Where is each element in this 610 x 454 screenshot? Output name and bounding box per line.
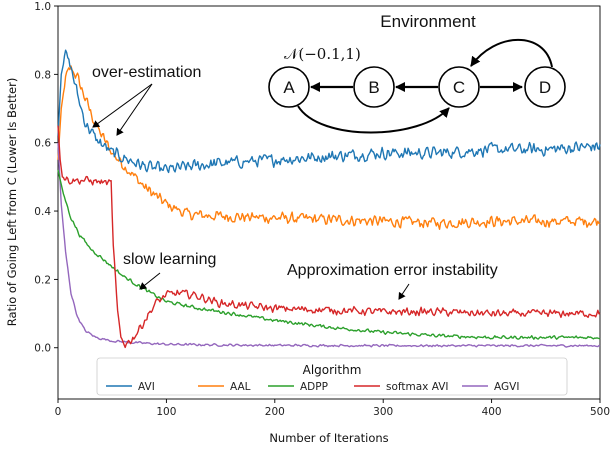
- x-tick-label: 300: [373, 406, 393, 418]
- node-b-label: B: [368, 78, 379, 97]
- edge-a-to-c: [297, 105, 450, 134]
- y-tick-label: 0.8: [34, 69, 51, 81]
- series-line-agvi: [57, 142, 601, 348]
- y-tick-label: 1.0: [34, 1, 51, 13]
- legend-entry-label: AAL: [230, 381, 251, 393]
- y-axis: 0.0 0.2 0.4 0.6 0.8 1.0: [34, 1, 58, 355]
- node-a-label: A: [283, 78, 295, 97]
- node-c: [438, 66, 480, 108]
- legend-entry-label: ADPP: [300, 381, 328, 393]
- edge-d-to-c: [470, 38, 553, 68]
- node-c-label: C: [453, 78, 465, 97]
- annotation-arrow-right: [116, 83, 153, 136]
- node-a: [268, 66, 310, 108]
- series-line-softmax-avi: [57, 125, 601, 349]
- x-axis: 0 100 200 300 400 500: [55, 399, 610, 418]
- annotation-over-estimation: over-estimation: [92, 64, 201, 81]
- annotation-arrow-approx: [398, 283, 410, 300]
- environment-inset: Environment 𝒩(−0.1,1) A B C D: [268, 12, 566, 134]
- environment-distribution: 𝒩(−0.1,1): [284, 45, 361, 63]
- y-tick-label: 0.0: [34, 343, 51, 355]
- x-tick-label: 100: [156, 406, 176, 418]
- y-tick-label: 0.2: [34, 274, 51, 286]
- series-line-avi: [57, 49, 601, 174]
- legend-entry-label: AGVI: [494, 381, 519, 393]
- annotation-slow-learning: slow learning: [123, 251, 216, 268]
- x-axis-label: Number of Iterations: [269, 431, 388, 445]
- x-tick-label: 0: [55, 406, 62, 418]
- x-tick-label: 400: [482, 406, 502, 418]
- node-b: [353, 66, 395, 108]
- y-tick-label: 0.6: [34, 138, 51, 150]
- legend: Algorithm AVI AAL ADPP softmax AVI AGVI: [96, 357, 568, 396]
- annotation-approx-error: Approximation error instability: [287, 262, 498, 279]
- x-tick-label: 200: [265, 406, 285, 418]
- environment-title: Environment: [380, 12, 476, 31]
- node-d: [524, 66, 566, 108]
- series-layer: [57, 49, 601, 349]
- legend-title: Algorithm: [303, 363, 362, 377]
- annotation-arrow-slow: [139, 272, 161, 290]
- legend-entry-label: AVI: [138, 381, 155, 393]
- y-axis-label: Ratio of Going Left from C (Lower Is Bet…: [5, 78, 19, 327]
- y-tick-label: 0.4: [34, 206, 51, 218]
- series-line-aal: [57, 65, 601, 230]
- node-d-label: D: [539, 78, 551, 97]
- x-tick-label: 500: [590, 406, 610, 418]
- series-line-adpp: [57, 169, 601, 340]
- annotation-arrow-left: [92, 83, 153, 128]
- plot-frame: [57, 5, 601, 400]
- legend-entry-label: softmax AVI: [386, 381, 449, 393]
